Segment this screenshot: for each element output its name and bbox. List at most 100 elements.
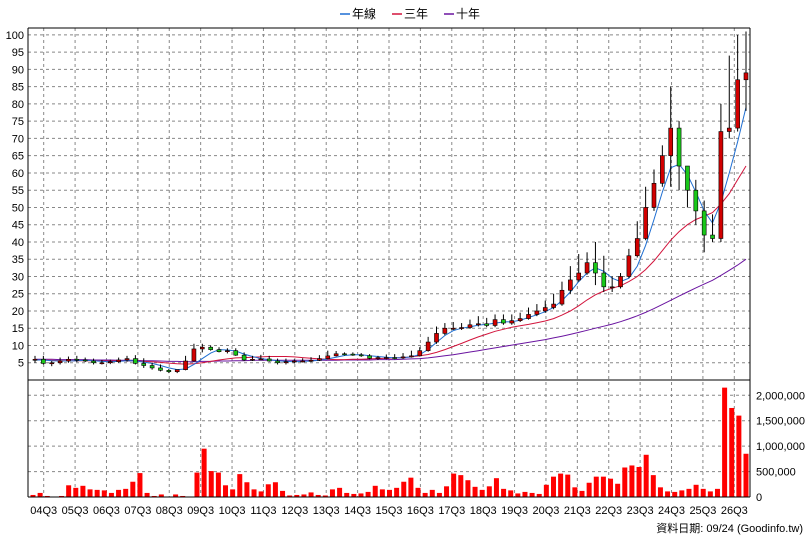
volume-bar [693, 484, 699, 497]
volume-bar [151, 495, 157, 497]
volume-bar [707, 491, 713, 497]
volume-tick-label: 0 [756, 492, 762, 504]
volume-bar [237, 474, 243, 497]
x-tick-label: 14Q3 [344, 505, 371, 517]
volume-bar [558, 473, 564, 497]
candle-body [350, 353, 356, 356]
candle-body [726, 127, 732, 132]
candle-body [609, 286, 615, 289]
volume-bar [337, 487, 343, 497]
candle-body [300, 360, 305, 363]
candle-body [601, 272, 607, 288]
candle-body [476, 323, 481, 326]
candle-body [250, 358, 255, 361]
volume-bar [622, 467, 628, 497]
candle-body [258, 358, 264, 361]
x-tick-label: 21Q3 [564, 505, 591, 517]
candle-body [593, 262, 598, 274]
volume-bar [87, 489, 93, 497]
candle-body [467, 324, 473, 328]
candle-body [559, 289, 565, 305]
candle-body [333, 353, 339, 357]
volume-bar [215, 472, 221, 497]
volume-bar [586, 482, 592, 497]
ma-year-line [35, 107, 747, 371]
candle-body [82, 359, 88, 362]
candle-body [49, 362, 55, 365]
candle-body [149, 365, 155, 369]
volume-bar [94, 489, 100, 497]
candle-body [283, 361, 289, 364]
volume-bar [465, 480, 471, 497]
volume-bar [451, 473, 457, 497]
candle-body [292, 360, 297, 363]
volume-bar [572, 487, 578, 497]
x-tick-label: 22Q3 [595, 505, 622, 517]
volume-bar [529, 492, 535, 497]
volume-bar [108, 492, 114, 497]
price-tick-label: 30 [12, 271, 24, 283]
volume-bar [144, 492, 150, 497]
candle-body [367, 355, 372, 359]
candle-body [526, 314, 531, 319]
x-tick-label: 08Q3 [156, 505, 183, 517]
volume-bar [508, 490, 514, 497]
volume-bar [643, 454, 649, 497]
volume-bar [287, 495, 293, 497]
volume-bar [686, 488, 692, 497]
volume-bar [251, 489, 257, 497]
candle-body [216, 349, 222, 353]
candle-body [450, 327, 456, 330]
candle-body [568, 279, 573, 291]
x-tick-label: 13Q3 [313, 505, 340, 517]
candle-body [66, 358, 71, 362]
volume-bar [358, 493, 364, 497]
x-tick-label: 05Q3 [62, 505, 89, 517]
volume-bar [536, 493, 542, 497]
price-tick-label: 45 [12, 220, 24, 232]
moving-average-lines [35, 107, 747, 371]
x-tick-label: 20Q3 [532, 505, 559, 517]
price-tick-label: 50 [12, 202, 24, 214]
price-tick-label: 60 [12, 168, 24, 180]
candle-body [400, 356, 406, 359]
volume-tick-label: 500,000 [756, 467, 796, 479]
candle-body [693, 189, 699, 212]
volume-tick-label: 1,000,000 [756, 441, 805, 453]
candle-body [317, 358, 322, 361]
volume-bar [700, 488, 706, 497]
candle-body [91, 360, 96, 364]
volume-bar [372, 485, 378, 497]
x-tick-label: 11Q3 [250, 505, 276, 517]
volume-bar [672, 491, 678, 497]
x-tick-label: 25Q3 [689, 505, 716, 517]
ma-3yr-line [35, 165, 747, 365]
volume-bar [344, 492, 350, 497]
price-tick-label: 15 [12, 323, 24, 335]
x-tick-label: 06Q3 [93, 505, 120, 517]
candle-body [534, 310, 540, 315]
candlesticks [32, 31, 749, 374]
candle-body [551, 303, 556, 308]
candle-body [158, 367, 163, 371]
candle-body [275, 360, 280, 364]
volume-tick-label: 2,000,000 [756, 390, 805, 402]
price-tick-label: 100 [6, 30, 24, 42]
x-tick-label: 10Q3 [219, 505, 246, 517]
x-tick-label: 17Q3 [438, 505, 465, 517]
candle-body [542, 307, 548, 312]
candle-body [701, 210, 707, 236]
candle-body [183, 360, 188, 370]
volume-bar [116, 489, 122, 497]
price-tick-label: 75 [12, 116, 24, 128]
candle-body [375, 357, 381, 359]
volume-bar [501, 488, 507, 497]
candle-body [743, 72, 749, 81]
volume-bar [73, 487, 79, 497]
legend: 年線 三年 十年 [340, 6, 480, 21]
candle-body [626, 255, 632, 277]
price-tick-label: 35 [12, 254, 24, 266]
price-tick-label: 25 [12, 289, 24, 301]
volume-bar [208, 471, 214, 497]
volume-bar [444, 486, 450, 497]
